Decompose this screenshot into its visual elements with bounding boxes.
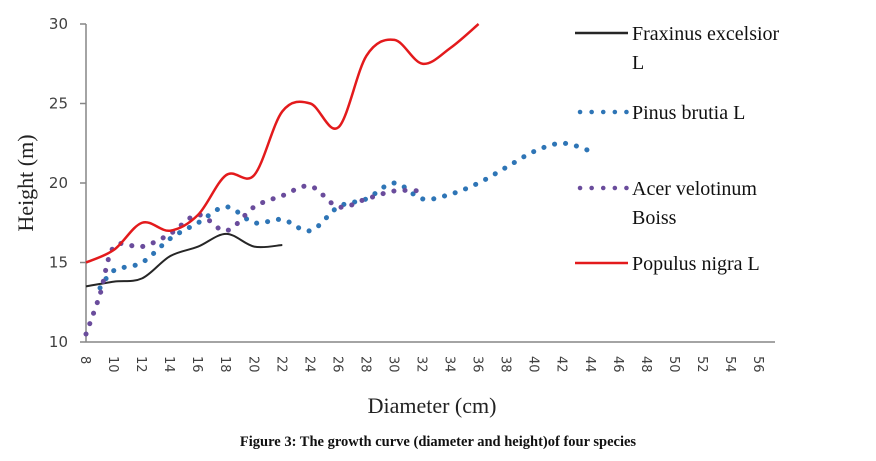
x-tick-label: 14 — [161, 356, 176, 373]
legend-item-fraxinus-excelsior-l: Fraxinus excelsior L — [575, 23, 780, 74]
x-tick-label: 50 — [666, 356, 681, 373]
series-line-pinus-brutia-l — [97, 140, 594, 291]
figure-caption: Figure 3: The growth curve (diameter and… — [239, 434, 637, 450]
x-tick-label: 28 — [357, 356, 372, 373]
y-tick-label: 10 — [49, 333, 68, 351]
x-tick-label: 52 — [694, 356, 709, 373]
y-axis-ticks: 10 15 20 25 30 — [49, 15, 86, 351]
x-tick-label: 16 — [189, 356, 204, 373]
series-pinus-brutia-l — [97, 140, 594, 291]
x-tick-label: 8 — [77, 356, 92, 364]
x-tick-label: 12 — [133, 356, 148, 373]
y-tick-label: 25 — [49, 95, 68, 113]
x-tick-label: 46 — [610, 356, 625, 373]
legend-label: Boiss — [632, 207, 677, 229]
series-populus-nigra-l — [85, 23, 480, 264]
x-axis-title: Diameter (cm) — [368, 393, 497, 418]
legend-item-populus-nigra-l: Populus nigra L — [575, 253, 760, 275]
x-tick-label: 54 — [722, 356, 737, 373]
x-tick-label: 42 — [554, 356, 569, 373]
x-axis-ticks: 8 10 12 14 16 18 20 22 24 26 28 30 32 34 36 38 40 42 44 46 4… — [77, 356, 765, 373]
x-tick-label: 22 — [273, 356, 288, 373]
y-tick-label: 30 — [49, 15, 68, 33]
x-tick-label: 48 — [638, 356, 653, 373]
legend-label: Fraxinus excelsior — [632, 23, 780, 45]
x-tick-label: 20 — [245, 356, 260, 373]
legend-label: Acer velotinum — [632, 178, 757, 200]
series-line-fraxinus-excelsior-l — [85, 232, 283, 288]
y-tick-label: 15 — [49, 254, 68, 272]
series-line-acer-velotinum-boiss — [83, 183, 425, 337]
x-tick-label: 38 — [498, 356, 513, 373]
x-tick-label: 26 — [329, 356, 344, 373]
legend-item-acer-velotinum-boiss: Acer velotinum Boiss — [577, 178, 757, 229]
x-tick-label: 24 — [301, 356, 316, 373]
x-tick-label: 44 — [582, 356, 597, 373]
x-tick-label: 10 — [105, 356, 120, 373]
legend-label: Populus nigra L — [632, 253, 760, 275]
legend-item-pinus-brutia-l: Pinus brutia L — [577, 102, 745, 124]
legend-label: Pinus brutia L — [632, 102, 745, 124]
x-tick-label: 30 — [385, 356, 400, 373]
series-group — [83, 23, 594, 337]
y-axis-title: Height (m) — [13, 134, 38, 231]
series-fraxinus-excelsior-l — [85, 232, 283, 288]
x-tick-label: 56 — [750, 356, 765, 373]
y-tick-label: 20 — [49, 174, 68, 192]
x-tick-label: 34 — [442, 356, 457, 373]
x-tick-label: 36 — [470, 356, 485, 373]
legend-label: L — [632, 52, 644, 74]
x-tick-label: 32 — [414, 356, 429, 373]
x-tick-label: 18 — [217, 356, 232, 373]
legend: Fraxinus excelsior L Pinus brutia L Acer ve… — [575, 23, 780, 275]
series-acer-velotinum-boiss — [83, 183, 425, 337]
series-line-populus-nigra-l — [85, 23, 480, 264]
x-tick-label: 40 — [526, 356, 541, 373]
